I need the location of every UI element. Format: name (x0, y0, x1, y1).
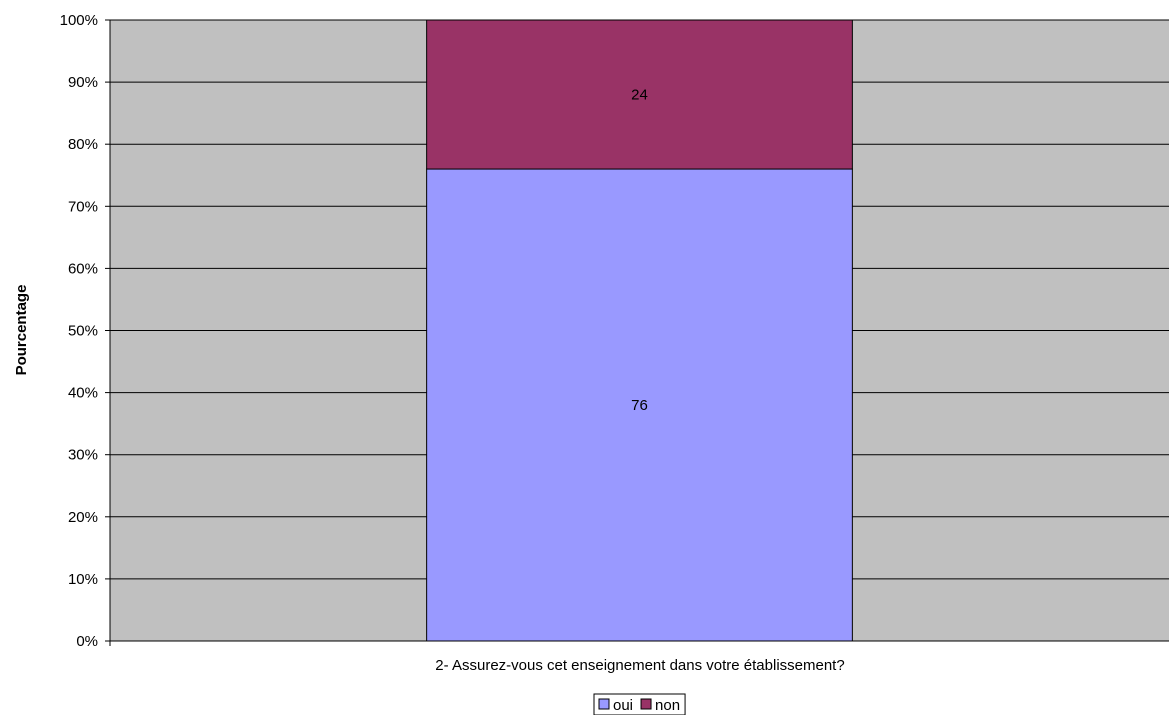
legend: oui non (593, 693, 686, 715)
legend-label-oui: oui (613, 697, 633, 714)
y-axis: 0% 10% 20% 30% 40% 50% 60% 70% 80% 90% 100% (60, 12, 1169, 650)
y-axis-title: Pourcentage (13, 285, 30, 376)
y-tick-label: 50% (68, 323, 98, 340)
y-tick-label: 30% (68, 447, 98, 464)
y-tick-label: 90% (68, 74, 98, 91)
data-label-oui: 76 (631, 397, 648, 414)
bars: 76 24 (426, 19, 853, 642)
y-tick-label: 70% (68, 198, 98, 215)
bar-segment-non (426, 19, 853, 170)
legend-box (593, 693, 686, 715)
y-tick-label: 0% (76, 633, 98, 650)
y-tick-label: 40% (68, 385, 98, 402)
y-tick-label: 20% (68, 509, 98, 526)
y-tick-label: 60% (68, 260, 98, 277)
bar-segment-oui (426, 168, 853, 642)
y-tick-label: 80% (68, 136, 98, 153)
legend-swatch-oui (598, 698, 610, 710)
y-tick-label: 100% (60, 12, 98, 29)
data-label-non: 24 (631, 87, 648, 104)
x-category-label: 2- Assurez-vous cet enseignement dans vo… (435, 657, 844, 674)
legend-swatch-non (640, 698, 652, 710)
legend-label-non: non (655, 697, 680, 714)
y-tick-label: 10% (68, 571, 98, 588)
